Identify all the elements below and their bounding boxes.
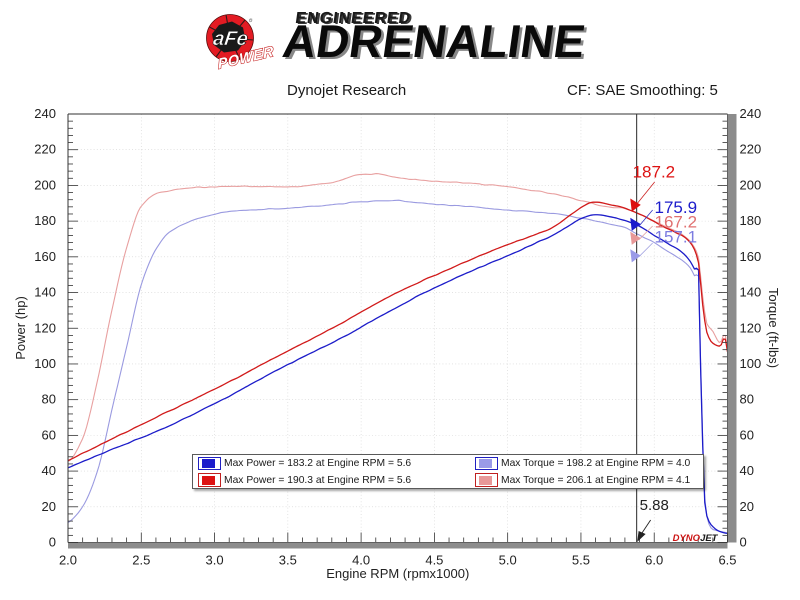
svg-text:2.5: 2.5 xyxy=(132,553,150,568)
svg-text:6.0: 6.0 xyxy=(645,553,663,568)
svg-text:80: 80 xyxy=(42,392,56,407)
svg-text:Power (hp): Power (hp) xyxy=(13,296,28,360)
svg-text:220: 220 xyxy=(740,142,762,157)
svg-text:220: 220 xyxy=(34,142,56,157)
svg-text:187.2: 187.2 xyxy=(633,163,676,182)
svg-text:120: 120 xyxy=(34,320,56,335)
svg-text:40: 40 xyxy=(42,463,56,478)
svg-text:20: 20 xyxy=(740,499,754,514)
svg-text:180: 180 xyxy=(34,213,56,228)
svg-text:60: 60 xyxy=(740,427,754,442)
svg-text:160: 160 xyxy=(34,249,56,264)
svg-text:40: 40 xyxy=(740,463,754,478)
svg-text:Engine RPM (rpmx1000): Engine RPM (rpmx1000) xyxy=(326,566,469,581)
svg-text:60: 60 xyxy=(42,427,56,442)
svg-text:200: 200 xyxy=(34,177,56,192)
svg-text:140: 140 xyxy=(34,285,56,300)
svg-text:160: 160 xyxy=(740,249,762,264)
svg-text:Torque (ft-lbs): Torque (ft-lbs) xyxy=(766,288,781,368)
svg-text:6.5: 6.5 xyxy=(718,553,736,568)
svg-text:200: 200 xyxy=(740,177,762,192)
svg-text:157.1: 157.1 xyxy=(655,228,698,247)
svg-text:100: 100 xyxy=(740,356,762,371)
svg-text:240: 240 xyxy=(740,106,762,121)
svg-text:140: 140 xyxy=(740,285,762,300)
svg-text:240: 240 xyxy=(34,106,56,121)
svg-text:2.0: 2.0 xyxy=(59,553,77,568)
svg-text:80: 80 xyxy=(740,392,754,407)
svg-text:120: 120 xyxy=(740,320,762,335)
svg-text:5.88: 5.88 xyxy=(640,497,669,514)
svg-text:3.0: 3.0 xyxy=(206,553,224,568)
svg-text:20: 20 xyxy=(42,499,56,514)
svg-text:0: 0 xyxy=(740,535,747,550)
svg-text:0: 0 xyxy=(49,535,56,550)
svg-text:5.5: 5.5 xyxy=(572,553,590,568)
svg-text:100: 100 xyxy=(34,356,56,371)
svg-text:180: 180 xyxy=(740,213,762,228)
svg-text:5.0: 5.0 xyxy=(499,553,517,568)
svg-text:DYNOJET: DYNOJET xyxy=(673,533,719,544)
svg-text:3.5: 3.5 xyxy=(279,553,297,568)
